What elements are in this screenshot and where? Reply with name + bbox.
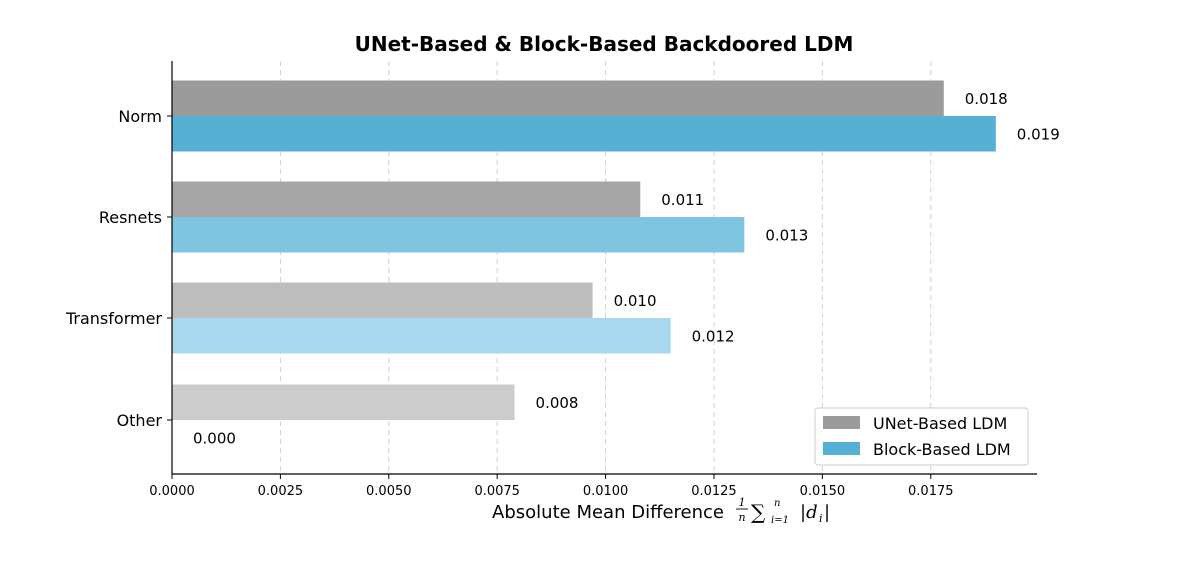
data-label: 0.012 <box>692 327 735 345</box>
legend: UNet-Based LDM Block-Based LDM <box>814 407 1029 466</box>
x-tick-label: 0.0025 <box>258 484 304 499</box>
legend-swatch-block <box>823 442 860 455</box>
formula-term-close: | <box>824 502 830 523</box>
formula-sum-sign: ∑ <box>751 500 766 524</box>
y-category-label: Transformer <box>65 309 162 328</box>
x-tick-label: 0.0175 <box>908 484 954 499</box>
formula-sum-bottom: i=1 <box>771 515 789 526</box>
y-category-label: Other <box>117 411 163 430</box>
x-tick-label: 0.0075 <box>474 484 520 499</box>
x-tick-label: 0.0000 <box>149 484 195 499</box>
formula-term-sub: i <box>819 512 823 525</box>
x-tick-label: 0.0100 <box>583 484 629 499</box>
x-axis-label-text: Absolute Mean Difference <box>492 502 724 523</box>
data-label: 0.010 <box>614 292 657 310</box>
data-label: 0.011 <box>661 191 704 209</box>
y-category-label: Resnets <box>99 208 162 227</box>
bar <box>172 384 515 420</box>
data-label: 0.008 <box>536 394 579 412</box>
formula-term: |d <box>800 502 818 523</box>
data-labels: 0.018 0.011 0.010 0.008 0.019 0.013 0.012 0.000 <box>193 90 1060 448</box>
bar <box>172 282 593 318</box>
legend-label-block: Block-Based LDM <box>873 440 1011 459</box>
legend-label-unet: UNet-Based LDM <box>873 414 1007 433</box>
formula-frac-den: n <box>738 511 745 524</box>
y-category-labels: Norm Resnets Transformer Other <box>65 107 172 430</box>
chart-title: UNet-Based & Block-Based Backdoored LDM <box>355 32 854 56</box>
formula-sum-top: n <box>774 498 780 509</box>
legend-swatch-unet <box>823 416 860 429</box>
bar <box>172 217 745 253</box>
x-tick-label: 0.0150 <box>800 484 846 499</box>
legend-box <box>814 407 1029 466</box>
bar <box>172 116 996 152</box>
data-label: 0.018 <box>965 90 1008 108</box>
data-label: 0.000 <box>193 429 236 447</box>
bar <box>172 80 944 116</box>
bar <box>172 181 641 217</box>
bar <box>172 318 671 354</box>
formula-frac-num: 1 <box>739 496 746 509</box>
bars <box>172 80 996 420</box>
data-label: 0.019 <box>1017 125 1060 143</box>
y-category-label: Norm <box>118 107 162 126</box>
x-tick-label: 0.0125 <box>691 484 737 499</box>
x-ticks: 0.0000 0.0025 0.0050 0.0075 0.0100 0.0125 0.01… <box>149 474 954 499</box>
x-axis-formula: 1 n ∑ n i=1 |d i | <box>736 496 830 526</box>
data-label: 0.013 <box>765 226 808 244</box>
x-axis-label: Absolute Mean Difference 1 n ∑ n i=1 |d … <box>492 496 830 526</box>
x-tick-label: 0.0050 <box>366 484 412 499</box>
